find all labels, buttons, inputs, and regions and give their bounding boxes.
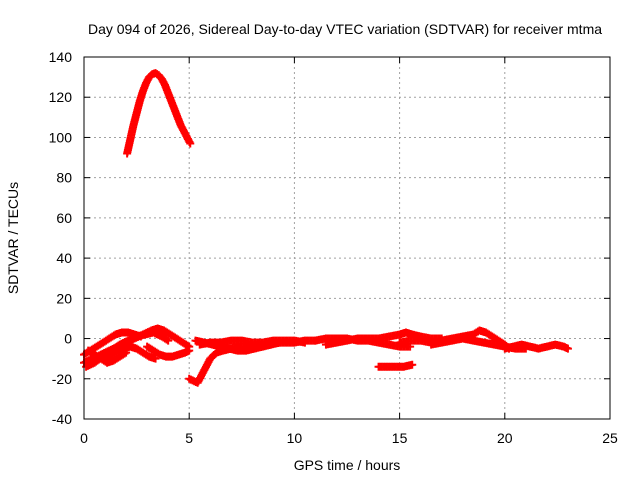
series-arc-l <box>374 360 417 371</box>
y-tick-label: -20 <box>52 371 72 387</box>
y-tick-label: 0 <box>64 331 72 347</box>
data-point-marker <box>300 338 309 347</box>
y-tick-label: -40 <box>52 411 72 427</box>
series-arc-peak <box>123 69 195 158</box>
x-tick-label: 20 <box>497 430 513 446</box>
series-arc-i <box>195 336 309 349</box>
chart-title: Day 094 of 2026, Sidereal Day-to-day VTE… <box>88 21 602 37</box>
data-point-marker <box>162 335 171 344</box>
y-tick-label: 140 <box>49 49 73 65</box>
axis-ticks: 0 5 10 15 20 25 -40 -20 0 20 40 60 80 100 120 140 <box>49 49 618 446</box>
data-point-marker <box>122 348 131 357</box>
data-point-marker <box>408 360 417 369</box>
data-point-marker <box>120 349 129 358</box>
x-tick-label: 0 <box>80 430 88 446</box>
data-points <box>80 69 572 387</box>
y-tick-label: 20 <box>56 290 72 306</box>
x-tick-label: 15 <box>392 430 408 446</box>
y-tick-label: 100 <box>49 129 73 145</box>
data-point-marker <box>186 139 195 148</box>
series-arc-a <box>80 328 145 359</box>
y-tick-label: 120 <box>49 89 73 105</box>
series-arc-f <box>84 346 131 367</box>
data-point-marker <box>563 344 572 353</box>
data-point-marker <box>164 336 173 345</box>
y-axis-title: SDTVAR / TECUs <box>5 182 21 294</box>
x-tick-label: 5 <box>185 430 193 446</box>
y-tick-label: 40 <box>56 250 72 266</box>
series-arc-e <box>143 342 194 361</box>
x-tick-label: 10 <box>287 430 303 446</box>
data-point-marker <box>185 346 194 355</box>
data-point-marker <box>151 354 160 363</box>
plot-frame <box>83 56 611 420</box>
grid-lines <box>84 57 610 419</box>
series-arc-o <box>500 340 572 353</box>
y-tick-label: 80 <box>56 170 72 186</box>
x-tick-label: 25 <box>602 430 618 446</box>
x-axis-title: GPS time / hours <box>294 457 401 473</box>
y-tick-label: 60 <box>56 210 72 226</box>
